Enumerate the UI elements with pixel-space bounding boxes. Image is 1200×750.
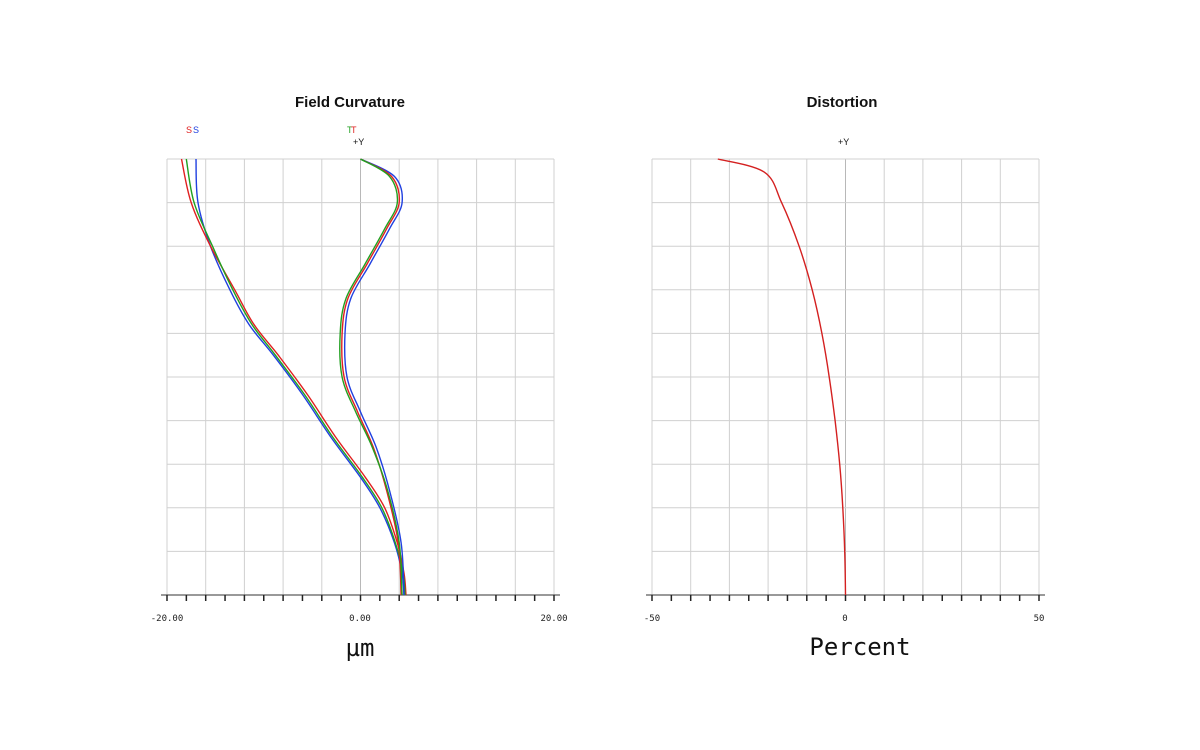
- x-axis-label: µm: [346, 634, 375, 662]
- series-group: [717, 158, 847, 596]
- grid: [161, 158, 560, 601]
- x-tick-label: 50: [1034, 614, 1045, 624]
- x-axis-label: Percent: [809, 633, 910, 661]
- x-tick-label: 0.00: [349, 614, 371, 624]
- legend-sagittal-1: S: [186, 125, 192, 135]
- x-tick-label: 0: [842, 614, 847, 624]
- x-tick-label: -50: [644, 614, 660, 624]
- series-line: [717, 158, 847, 596]
- series-line: [339, 158, 403, 596]
- series-group: [180, 158, 407, 596]
- series-line: [180, 158, 407, 596]
- chart-title: Distortion: [807, 94, 878, 111]
- series-line: [185, 158, 406, 596]
- field-curvature-chart: Field Curvature S S T T +Y -20.00 0.00 2…: [151, 94, 568, 662]
- legend-field-label: +Y: [838, 137, 849, 147]
- series-line: [343, 158, 405, 596]
- series-line: [341, 158, 402, 596]
- legend-tangential-1: T: [347, 125, 353, 135]
- chart-title: Field Curvature: [295, 94, 405, 111]
- distortion-chart: Distortion +Y -50 0 50 Percent: [644, 94, 1045, 661]
- x-tick-label: 20.00: [540, 614, 567, 624]
- legend-field-label: +Y: [353, 137, 364, 147]
- legend-tangential-2: T: [351, 125, 357, 135]
- x-tick-label: -20.00: [151, 614, 184, 624]
- legend-sagittal-2: S: [193, 125, 199, 135]
- grid: [646, 158, 1045, 601]
